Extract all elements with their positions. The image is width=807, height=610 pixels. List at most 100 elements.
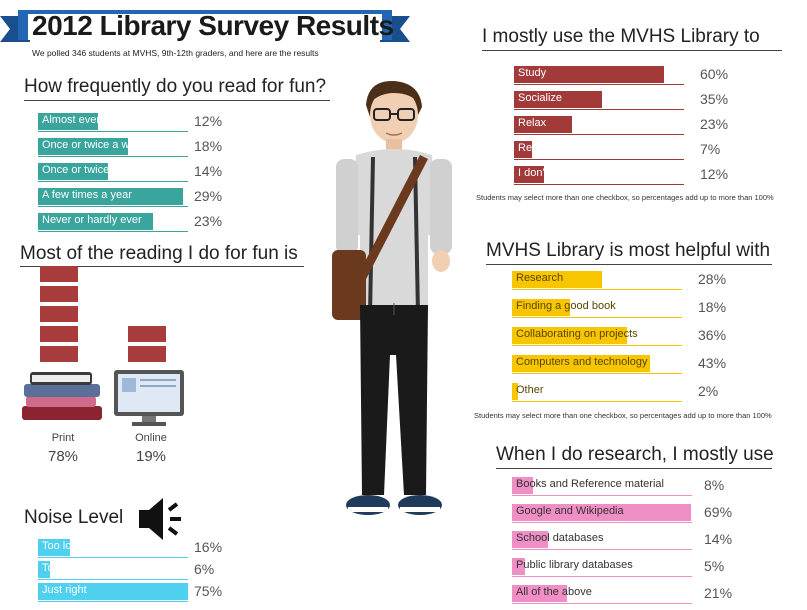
chart-value-label: 18% bbox=[194, 138, 223, 154]
chart-row: Almost every day 12% bbox=[38, 110, 222, 132]
reading-medium-chart: Print 78% Online 19% bbox=[0, 266, 230, 468]
pictograph-brick bbox=[40, 286, 78, 302]
footnote-helpful-with: Students may select more than one checkb… bbox=[474, 411, 772, 420]
chart-row: Collaborating on projects 36% bbox=[512, 324, 726, 346]
chart-bar bbox=[514, 166, 544, 183]
chart-value-label: 36% bbox=[698, 327, 727, 343]
section-rule bbox=[20, 266, 304, 267]
chart-bar-label: Google and Wikipedia bbox=[516, 505, 624, 517]
chart-bar-label: All of the above bbox=[516, 586, 592, 598]
chart-value-label: 69% bbox=[704, 504, 733, 520]
pictograph-brick bbox=[128, 326, 166, 342]
chart-bar bbox=[38, 138, 128, 155]
title-banner bbox=[0, 10, 410, 42]
student-illustration bbox=[332, 80, 452, 515]
speaker-icon bbox=[139, 498, 181, 540]
chart-row-rule bbox=[514, 109, 684, 110]
chart-bar bbox=[512, 383, 519, 400]
computer-monitor-icon bbox=[114, 370, 184, 426]
chart-bar bbox=[514, 116, 572, 133]
chart-row: Just right 75% bbox=[38, 580, 222, 602]
chart-row: All of the above 21% bbox=[512, 582, 732, 604]
chart-bar bbox=[512, 271, 602, 288]
page-subtitle: We polled 346 students at MVHS, 9th-12th… bbox=[32, 48, 319, 58]
chart-bar-label: School databases bbox=[516, 532, 604, 544]
chart-title-library-use: I mostly use the MVHS Library to bbox=[482, 26, 760, 47]
chart-bar-label: Finding a good book bbox=[516, 300, 616, 312]
chart-row-rule bbox=[512, 603, 692, 604]
pictograph-brick bbox=[40, 326, 78, 342]
section-rule bbox=[482, 50, 782, 51]
library-use-chart: Study 60% Socialize 35% Relax 23% Read for ple… bbox=[514, 63, 774, 188]
chart-row: Socialize 35% bbox=[514, 88, 728, 110]
chart-bar bbox=[38, 163, 108, 180]
chart-value-label: 35% bbox=[700, 91, 729, 107]
chart-row: Research 28% bbox=[512, 268, 726, 290]
chart-value-label: 75% bbox=[194, 583, 223, 599]
chart-value-label: 43% bbox=[698, 355, 727, 371]
chart-row-rule bbox=[512, 549, 692, 550]
chart-value-label: 16% bbox=[194, 539, 223, 555]
chart-bar-label: Relax bbox=[518, 117, 547, 129]
chart-bar bbox=[512, 355, 650, 372]
pictograph-value-label: 78% bbox=[47, 448, 79, 465]
chart-bar-label: Never or hardly ever bbox=[42, 214, 142, 226]
pictograph-label: Online bbox=[135, 432, 167, 444]
chart-row-rule bbox=[512, 495, 692, 496]
chart-value-label: 29% bbox=[194, 188, 223, 204]
footnote-library-use: Students may select more than one checkb… bbox=[476, 193, 774, 202]
chart-row: Computers and technology 43% bbox=[512, 352, 726, 374]
noise-level-chart: Too loud 16% Too quiet 6% Just right 75% bbox=[38, 536, 238, 606]
chart-value-label: 21% bbox=[704, 585, 733, 601]
chart-value-label: 8% bbox=[704, 477, 725, 493]
chart-bar bbox=[512, 299, 570, 316]
chart-row: Relax 23% bbox=[514, 113, 728, 135]
chart-bar-label: Collaborating on projects bbox=[516, 328, 638, 340]
chart-row: Too quiet 6% bbox=[38, 558, 214, 580]
chart-row-rule bbox=[38, 557, 188, 558]
chart-row-rule bbox=[512, 317, 682, 318]
chart-bar bbox=[38, 539, 70, 556]
chart-value-label: 7% bbox=[700, 141, 721, 157]
helpful-with-chart: Research 28% Finding a good book 18% Collabo… bbox=[512, 268, 772, 408]
chart-row-rule bbox=[38, 131, 188, 132]
chart-bar bbox=[38, 188, 183, 205]
chart-row: Read for pleasure 7% bbox=[514, 138, 720, 160]
chart-bar bbox=[512, 327, 628, 344]
chart-value-label: 6% bbox=[194, 561, 215, 577]
chart-bar-label: Too loud bbox=[42, 540, 84, 552]
chart-row-rule bbox=[514, 84, 684, 85]
chart-row: Books and Reference material 8% bbox=[512, 474, 724, 496]
chart-title-research-sources: When I do research, I mostly use bbox=[496, 444, 774, 465]
chart-bar bbox=[512, 558, 525, 575]
chart-row-rule bbox=[38, 206, 188, 207]
chart-row-rule bbox=[514, 184, 684, 185]
chart-row-rule bbox=[512, 373, 682, 374]
chart-row-rule bbox=[514, 134, 684, 135]
chart-bar-label: Public library databases bbox=[516, 559, 633, 571]
chart-value-label: 12% bbox=[700, 166, 729, 182]
chart-row: Finding a good book 18% bbox=[512, 296, 726, 318]
chart-row-rule bbox=[514, 159, 684, 160]
chart-bar-label: Too quiet bbox=[42, 562, 87, 574]
chart-bar bbox=[512, 477, 533, 494]
chart-row: Never or hardly ever 23% bbox=[38, 210, 222, 232]
chart-bar-label: Almost every day bbox=[42, 114, 127, 126]
chart-bar bbox=[38, 583, 188, 600]
chart-value-label: 60% bbox=[700, 66, 729, 82]
chart-row: Too loud 16% bbox=[38, 536, 222, 558]
chart-bar-label: Socialize bbox=[518, 92, 563, 104]
chart-row-rule bbox=[38, 181, 188, 182]
chart-bar-label: Read for pleasure bbox=[518, 142, 606, 154]
chart-bar bbox=[514, 66, 664, 83]
chart-row: I don't use the library 12% bbox=[514, 163, 728, 185]
chart-row: Other 2% bbox=[512, 380, 718, 402]
chart-bar bbox=[38, 213, 153, 230]
chart-row: Once or twice a week 18% bbox=[38, 135, 222, 157]
chart-bar bbox=[514, 91, 602, 108]
pictograph-brick bbox=[40, 266, 78, 282]
chart-row: School databases 14% bbox=[512, 528, 732, 550]
chart-row-rule bbox=[512, 522, 692, 523]
pictograph-brick bbox=[40, 346, 78, 362]
chart-row: Google and Wikipedia 69% bbox=[512, 501, 732, 523]
